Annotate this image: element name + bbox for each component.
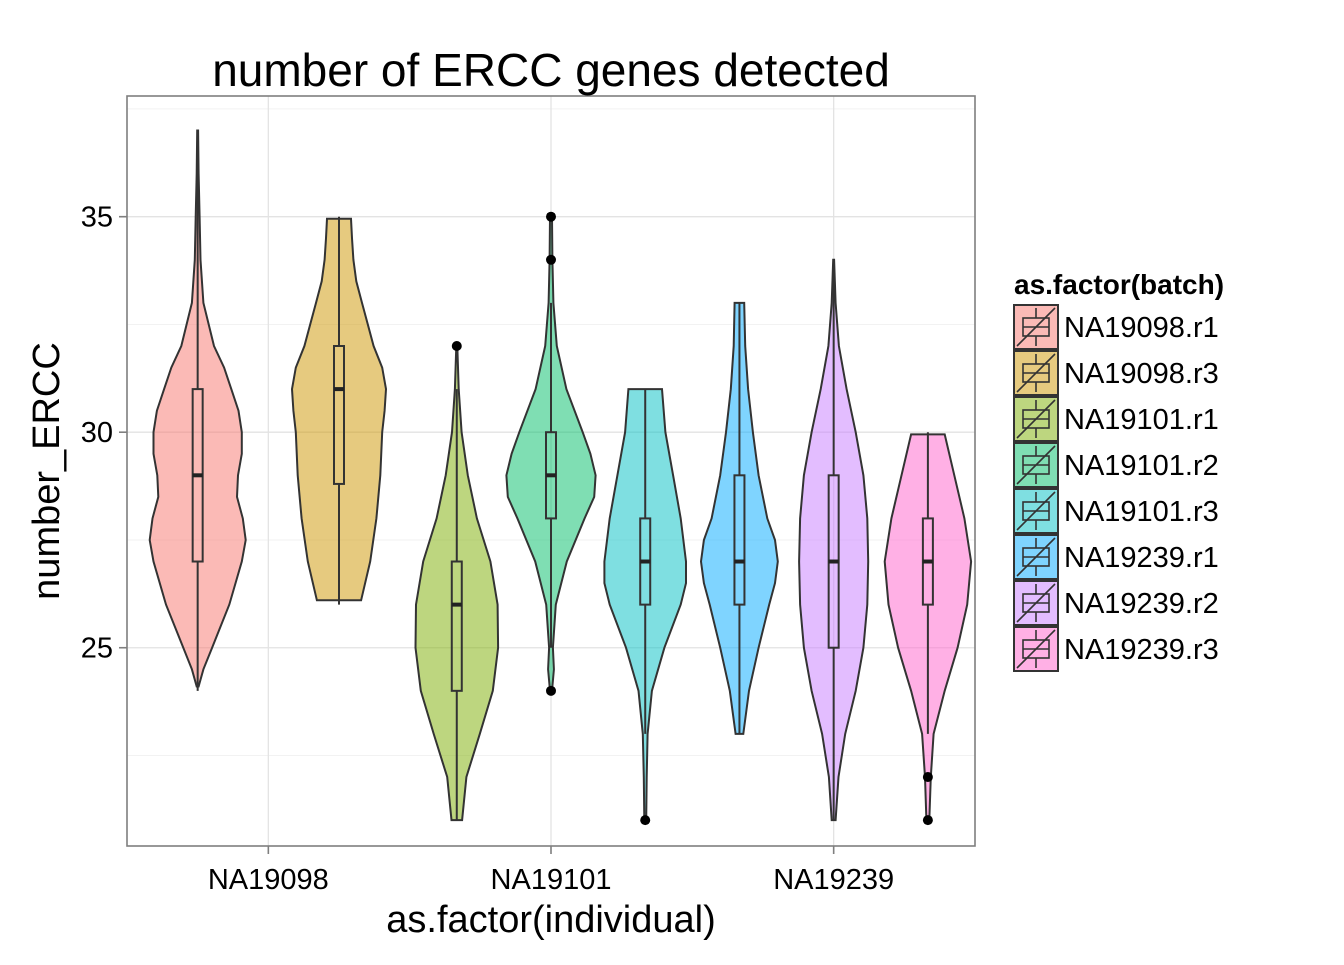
legend-label: NA19239.r1 [1064, 542, 1219, 574]
outlier-point [640, 815, 651, 826]
legend-key-slash [1016, 307, 1056, 347]
legend-label: NA19101.r1 [1064, 404, 1219, 436]
box-NA19098.r3 [333, 345, 345, 485]
legend-key-slash [1016, 399, 1056, 439]
legend-label: NA19098.r1 [1064, 312, 1219, 344]
outlier-point [546, 254, 556, 265]
x-tick-label: NA19101 [491, 864, 612, 896]
y-tick-label: 25 [81, 633, 113, 665]
legend-key-slash [1016, 583, 1056, 623]
violin-NA19239.r1 [699, 301, 779, 735]
violin-NA19098.r3 [290, 217, 388, 602]
axes: 25 30 35 NA19098 NA19101 NA19239 [81, 202, 894, 896]
legend-key-slash [1016, 629, 1056, 669]
outlier-point [546, 685, 556, 696]
chart-title: number of ERCC genes detected [212, 44, 890, 96]
legend-title: as.factor(batch) [1014, 269, 1224, 300]
legend-label: NA19098.r3 [1064, 358, 1219, 390]
violins [148, 129, 973, 826]
y-axis-title: number_ERCC [26, 342, 68, 600]
outlier-point [451, 341, 462, 351]
legend-label: NA19101.r3 [1064, 496, 1219, 528]
y-tick-label: 30 [81, 417, 113, 449]
x-axis-title: as.factor(individual) [386, 899, 715, 941]
box-NA19101.r1 [450, 560, 463, 692]
legend-key-slash [1016, 491, 1056, 531]
outlier-point [922, 772, 933, 783]
legend: as.factor(batch) NA19098.r1 NA19098.r3 NA1… [1013, 269, 1224, 672]
legend-key-slash [1016, 537, 1056, 577]
y-tick-label: 35 [81, 202, 113, 234]
x-tick-label: NA19239 [773, 864, 894, 896]
legend-label: NA19239.r2 [1064, 588, 1219, 620]
outlier-point [546, 211, 556, 222]
legend-key-slash [1016, 445, 1056, 485]
x-tick-label: NA19098 [208, 864, 329, 896]
outlier-point [922, 815, 933, 826]
legend-label: NA19239.r3 [1064, 634, 1219, 666]
box-NA19239.r1 [733, 474, 746, 606]
legend-key-slash [1016, 353, 1056, 393]
legend-label: NA19101.r2 [1064, 450, 1219, 482]
